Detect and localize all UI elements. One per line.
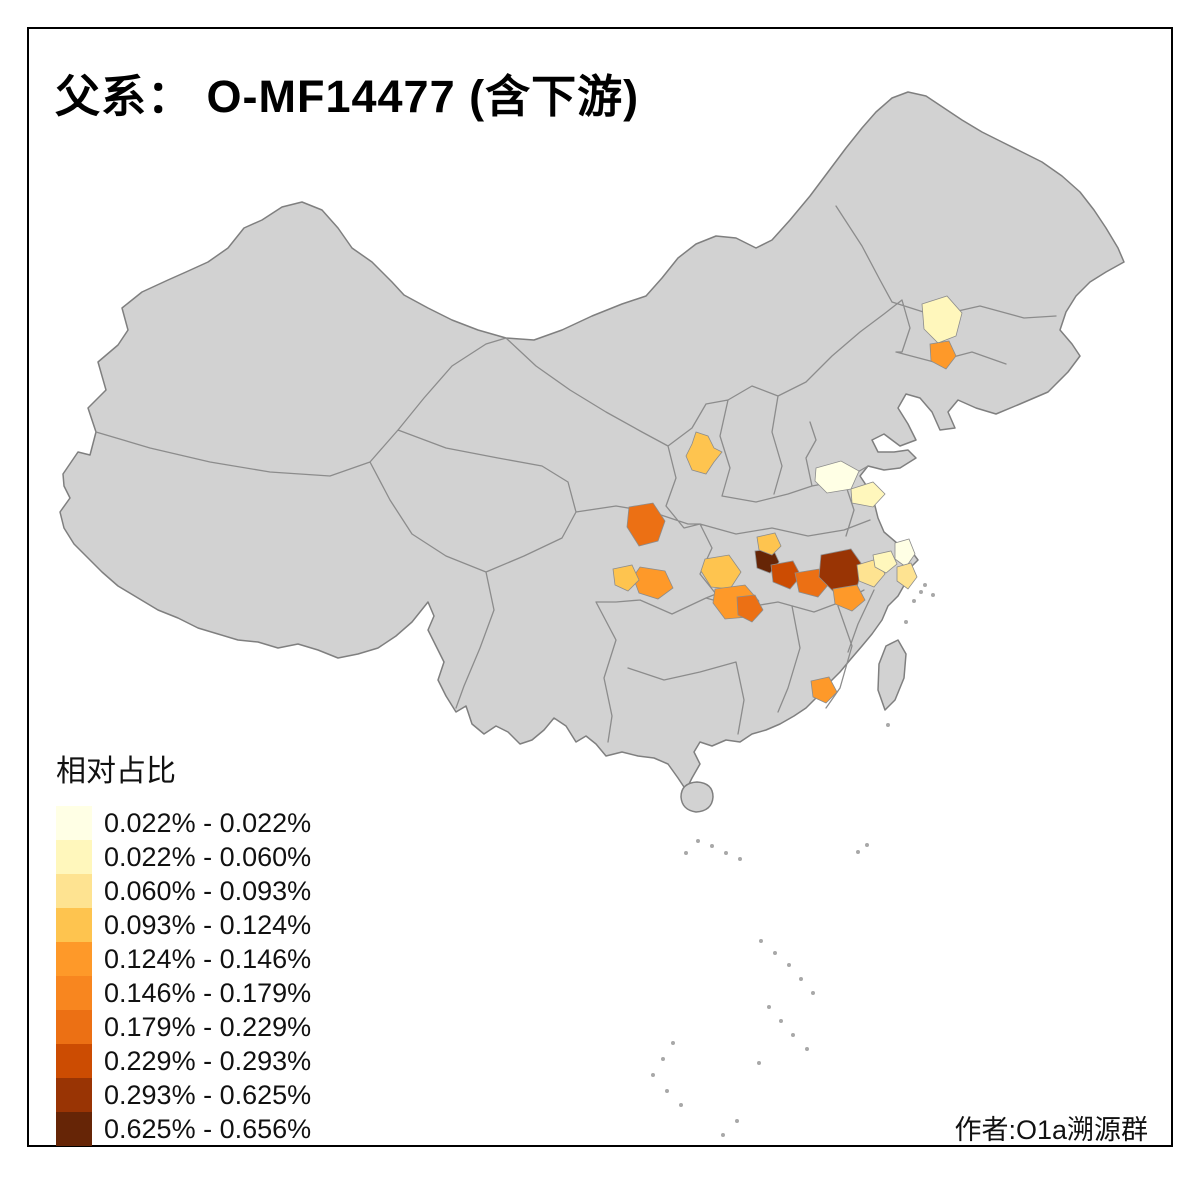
- map-title: 父系： O-MF14477 (含下游): [55, 71, 640, 122]
- taiwan-island: [877, 639, 907, 711]
- legend-label: 0.179% - 0.229%: [104, 1011, 312, 1042]
- legend-item: 0.060% - 0.093%: [56, 874, 311, 908]
- region-sichuan-southwest: [612, 564, 640, 592]
- legend-swatch: [56, 908, 92, 942]
- legend-items: 0.022% - 0.022% 0.022% - 0.060% 0.060% -…: [56, 806, 311, 1146]
- legend-item: 0.229% - 0.293%: [56, 1044, 311, 1078]
- hainan-island: [680, 781, 714, 813]
- legend-item: 0.022% - 0.060%: [56, 840, 311, 874]
- china-mainland-outline: [59, 91, 1125, 791]
- legend-swatch: [56, 840, 92, 874]
- legend-title: 相对占比: [56, 755, 176, 788]
- colored-regions: [612, 295, 963, 704]
- region-jiangsu-pale: [850, 481, 886, 508]
- region-henan-south: [756, 532, 782, 556]
- legend-item: 0.293% - 0.625%: [56, 1078, 311, 1112]
- region-northeast-orange: [929, 340, 957, 370]
- south-sea-islands: [651, 583, 935, 1137]
- land-group: [59, 91, 1125, 813]
- legend-item: 0.146% - 0.179%: [56, 976, 311, 1010]
- legend-item: 0.093% - 0.124%: [56, 908, 311, 942]
- region-shaanxi: [685, 431, 723, 475]
- legend-label: 0.060% - 0.093%: [104, 875, 312, 906]
- legend-item: 0.625% - 0.656%: [56, 1112, 311, 1146]
- legend: 相对占比 0.022% - 0.022% 0.022% - 0.060% 0.0…: [56, 746, 311, 1146]
- legend-swatch: [56, 1078, 92, 1112]
- legend-label: 0.229% - 0.293%: [104, 1045, 312, 1076]
- region-hubei-central: [770, 560, 802, 590]
- legend-item: 0.022% - 0.022%: [56, 806, 311, 840]
- legend-swatch: [56, 976, 92, 1010]
- region-sichuan-ne: [626, 502, 666, 547]
- legend-label: 0.146% - 0.179%: [104, 977, 312, 1008]
- legend-label: 0.293% - 0.625%: [104, 1079, 312, 1110]
- region-anhui-southeast-pale: [872, 550, 898, 574]
- legend-item: 0.124% - 0.146%: [56, 942, 311, 976]
- legend-swatch: [56, 1044, 92, 1078]
- legend-swatch: [56, 874, 92, 908]
- region-hunan-north: [736, 594, 764, 623]
- legend-swatch: [56, 1010, 92, 1044]
- region-northeast-pale: [921, 295, 963, 344]
- legend-label: 0.124% - 0.146%: [104, 943, 312, 974]
- legend-label: 0.022% - 0.060%: [104, 841, 312, 872]
- legend-label: 0.022% - 0.022%: [104, 807, 312, 838]
- legend-swatch: [56, 806, 92, 840]
- legend-swatch: [56, 942, 92, 976]
- credit-text: 作者:O1a溯源群: [954, 1115, 1148, 1145]
- legend-label: 0.093% - 0.124%: [104, 909, 312, 940]
- legend-item: 0.179% - 0.229%: [56, 1010, 311, 1044]
- region-jiangxi-north: [832, 584, 866, 612]
- region-zhejiang-north: [896, 562, 918, 590]
- legend-label: 0.625% - 0.656%: [104, 1113, 312, 1144]
- legend-swatch: [56, 1112, 92, 1146]
- region-shanghai-pale: [894, 538, 916, 568]
- region-fujian: [810, 676, 838, 704]
